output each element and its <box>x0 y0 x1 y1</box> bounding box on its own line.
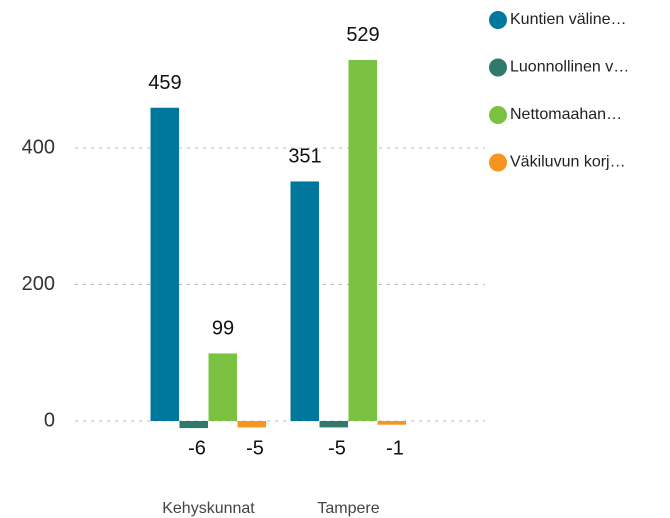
legend-label: Kuntien väline… <box>510 11 627 28</box>
bar <box>179 421 208 429</box>
bar <box>237 421 266 428</box>
value-label: 351 <box>288 146 321 168</box>
legend-label: Väkiluvun korj… <box>510 154 626 171</box>
value-label: -5 <box>246 437 264 459</box>
value-label: -1 <box>386 437 404 459</box>
bar <box>319 421 348 428</box>
value-label: -6 <box>188 437 206 459</box>
y-tick-label: 200 <box>22 273 55 295</box>
value-label: 529 <box>346 24 379 46</box>
x-tick-label: Tampere <box>317 500 379 517</box>
value-label: 459 <box>148 72 181 94</box>
legend-swatch <box>489 106 507 124</box>
bar <box>208 353 237 421</box>
legend-label: Luonnollinen v… <box>510 59 629 76</box>
bar <box>348 59 377 422</box>
x-tick-label: Kehyskunnat <box>162 500 255 517</box>
legend-label: Nettomaahan… <box>510 106 622 123</box>
legend-swatch <box>489 58 507 77</box>
legend-swatch <box>489 11 507 29</box>
legend-swatch <box>489 153 507 172</box>
value-label: -5 <box>328 437 346 459</box>
y-tick-label: 0 <box>44 409 55 431</box>
bar <box>290 181 319 421</box>
bar <box>377 421 406 425</box>
y-tick-label: 400 <box>22 136 55 158</box>
bar <box>150 107 179 422</box>
value-label: 99 <box>212 318 234 340</box>
